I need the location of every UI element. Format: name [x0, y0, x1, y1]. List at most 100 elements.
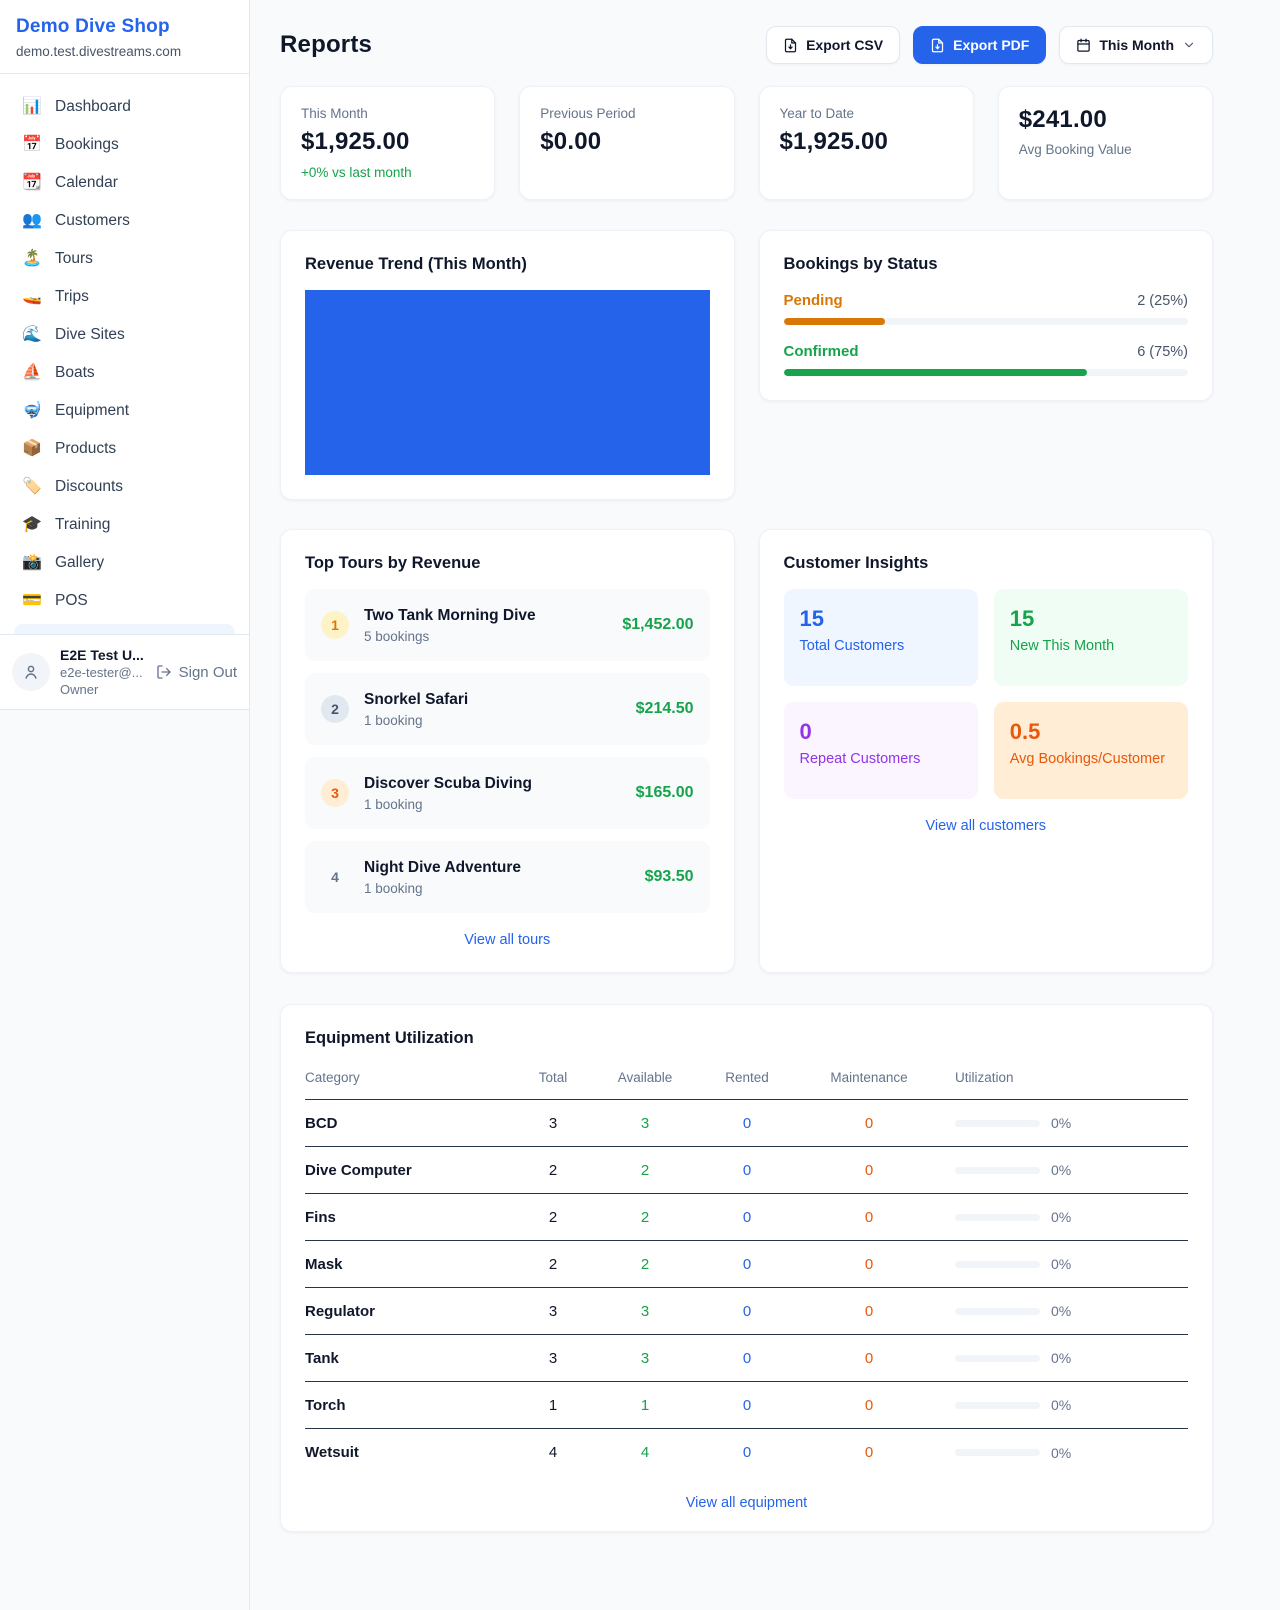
calendar-icon: 📆	[22, 174, 42, 191]
tile-label: Avg Bookings/Customer	[1009, 751, 1166, 767]
sidebar-item-customers[interactable]: 👥 Customers	[22, 212, 130, 229]
tour-bookings: 5 bookings	[364, 628, 430, 644]
equipment-table-header: Category Total Available Rented Maintena…	[305, 1062, 1188, 1100]
utilization-bar	[955, 1213, 1040, 1221]
table-row: Regulator 3 3 0 0 0%	[305, 1288, 1188, 1335]
col-category: Category	[305, 1070, 360, 1085]
user-email: e2e-tester@...	[60, 665, 143, 680]
col-maintenance: Maintenance	[830, 1070, 908, 1085]
table-row: Fins 2 2 0 0 0%	[305, 1194, 1188, 1241]
insights-row: Top Tours by Revenue 1 Two Tank Morning …	[280, 529, 1213, 973]
tour-revenue: $1,452.00	[622, 616, 694, 633]
status-label: Pending	[783, 292, 843, 309]
bookings-calendar-icon: 📅	[22, 136, 42, 153]
camera-icon: 📸	[22, 554, 42, 571]
sidebar-item-tours[interactable]: 🏝️ Tours	[22, 250, 93, 267]
status-row-pending: Pending 2 (25%)	[783, 292, 1188, 325]
view-all-tours-link[interactable]: View all tours	[464, 932, 551, 948]
sidebar-item-trips[interactable]: 🚤 Trips	[22, 288, 89, 305]
page-header: Reports Export CSV Export PDF This Month	[280, 26, 1213, 64]
equipment-utilization-card: Equipment Utilization Category Total Ava…	[280, 1004, 1213, 1532]
equipment-table: Category Total Available Rented Maintena…	[305, 1062, 1188, 1476]
stat-card-this-month: This Month $1,925.00 +0% vs last month	[280, 86, 496, 200]
tour-name: Two Tank Morning Dive	[364, 606, 536, 624]
main-content: Reports Export CSV Export PDF This Month…	[250, 0, 1280, 1610]
sidebar-item-reports-partial[interactable]	[14, 624, 235, 634]
sidebar-item-discounts[interactable]: 🏷️ Discounts	[22, 478, 124, 495]
status-bar-fill	[783, 369, 1087, 376]
utilization-bar	[955, 1354, 1040, 1362]
wave-icon: 🌊	[22, 326, 42, 343]
stat-value: $1,925.00	[779, 128, 889, 155]
tag-icon: 🏷️	[22, 478, 42, 495]
col-rented: Rented	[725, 1070, 769, 1085]
customer-insights-title: Customer Insights	[783, 554, 929, 572]
user-name: E2E Test U...	[60, 647, 144, 663]
stat-card-previous-period: Previous Period $0.00	[519, 86, 735, 200]
revenue-trend-title: Revenue Trend (This Month)	[305, 255, 527, 273]
tour-bookings: 1 booking	[364, 796, 423, 812]
shop-name: Demo Dive Shop	[16, 16, 170, 37]
bookings-by-status-card: Bookings by Status Pending 2 (25%) Confi…	[758, 230, 1213, 401]
sidebar: Demo Dive Shop demo.test.divestreams.com…	[0, 0, 250, 1610]
tour-row[interactable]: 1 Two Tank Morning Dive 5 bookings $1,45…	[305, 589, 710, 661]
header-actions: Export CSV Export PDF This Month	[766, 26, 1213, 64]
sidebar-item-products[interactable]: 📦 Products	[22, 440, 117, 457]
top-tours-title: Top Tours by Revenue	[305, 554, 481, 572]
sidebar-item-bookings[interactable]: 📅 Bookings	[22, 136, 119, 153]
sidebar-nav: 📊 Dashboard 📅 Bookings 📆 Calendar 👥 Cust…	[0, 73, 249, 634]
dashboard-icon: 📊	[22, 98, 42, 115]
rank-badge: 3	[321, 779, 349, 807]
export-csv-button[interactable]: Export CSV	[766, 26, 901, 64]
avatar	[12, 653, 50, 691]
sidebar-item-calendar[interactable]: 📆 Calendar	[22, 174, 118, 191]
sidebar-item-equipment[interactable]: 🤿 Equipment	[22, 402, 130, 419]
tour-row[interactable]: 2 Snorkel Safari 1 booking $214.50	[305, 673, 710, 745]
shop-subdomain: demo.test.divestreams.com	[16, 44, 182, 59]
revenue-trend-card: Revenue Trend (This Month)	[280, 230, 735, 500]
status-label: Confirmed	[783, 343, 859, 360]
sidebar-item-gallery[interactable]: 📸 Gallery	[22, 554, 105, 571]
stat-cards: This Month $1,925.00 +0% vs last month P…	[280, 86, 1213, 200]
sidebar-panel: Demo Dive Shop demo.test.divestreams.com…	[0, 0, 249, 710]
credit-card-icon: 💳	[22, 592, 42, 609]
sidebar-item-dive-sites[interactable]: 🌊 Dive Sites	[22, 326, 125, 343]
view-all-equipment-link[interactable]: View all equipment	[685, 1495, 808, 1511]
sidebar-item-boats[interactable]: ⛵ Boats	[22, 364, 95, 381]
tile-value: 15	[799, 606, 824, 631]
col-utilization: Utilization	[955, 1070, 1014, 1085]
tour-list: 1 Two Tank Morning Dive 5 bookings $1,45…	[305, 589, 710, 913]
sign-out-button[interactable]: Sign Out	[156, 664, 237, 681]
utilization-bar	[955, 1119, 1040, 1127]
chevron-down-icon	[1184, 42, 1194, 48]
tile-avg-bookings-per-customer: 0.5 Avg Bookings/Customer	[993, 702, 1188, 799]
utilization-bar	[955, 1260, 1040, 1268]
sidebar-item-pos[interactable]: 💳 POS	[22, 592, 88, 609]
tour-revenue: $165.00	[635, 784, 694, 801]
tile-new-this-month: 15 New This Month	[993, 589, 1188, 686]
rank-badge: 1	[321, 611, 349, 639]
view-all-customers-link[interactable]: View all customers	[925, 818, 1047, 834]
tour-row[interactable]: 4 Night Dive Adventure 1 booking $93.50	[305, 841, 710, 913]
table-row: Wetsuit 4 4 0 0 0%	[305, 1444, 1072, 1461]
bookings-by-status-title: Bookings by Status	[783, 255, 938, 273]
status-value: 2 (25%)	[1137, 293, 1188, 309]
export-pdf-button[interactable]: Export PDF	[913, 26, 1047, 64]
user-info: E2E Test U... e2e-tester@... Owner	[60, 647, 144, 697]
table-row: Torch 1 1 0 0 0%	[305, 1382, 1188, 1429]
status-bar-track	[783, 369, 1188, 376]
col-total: Total	[538, 1070, 568, 1085]
package-icon: 📦	[22, 440, 42, 457]
utilization-bar	[955, 1401, 1040, 1409]
graduation-cap-icon: 🎓	[22, 516, 42, 533]
period-select[interactable]: This Month	[1059, 26, 1213, 64]
table-row: BCD 3 3 0 0 0%	[305, 1100, 1188, 1147]
tour-row[interactable]: 3 Discover Scuba Diving 1 booking $165.0…	[305, 757, 710, 829]
sign-out-icon	[156, 665, 171, 679]
sidebar-item-training[interactable]: 🎓 Training	[22, 516, 111, 533]
island-icon: 🏝️	[22, 250, 42, 267]
utilization-bar	[955, 1449, 1040, 1456]
table-row: Mask 2 2 0 0 0%	[305, 1241, 1188, 1288]
stat-card-avg-booking-value: $241.00 Avg Booking Value	[997, 86, 1213, 200]
sidebar-item-dashboard[interactable]: 📊 Dashboard	[22, 98, 131, 115]
